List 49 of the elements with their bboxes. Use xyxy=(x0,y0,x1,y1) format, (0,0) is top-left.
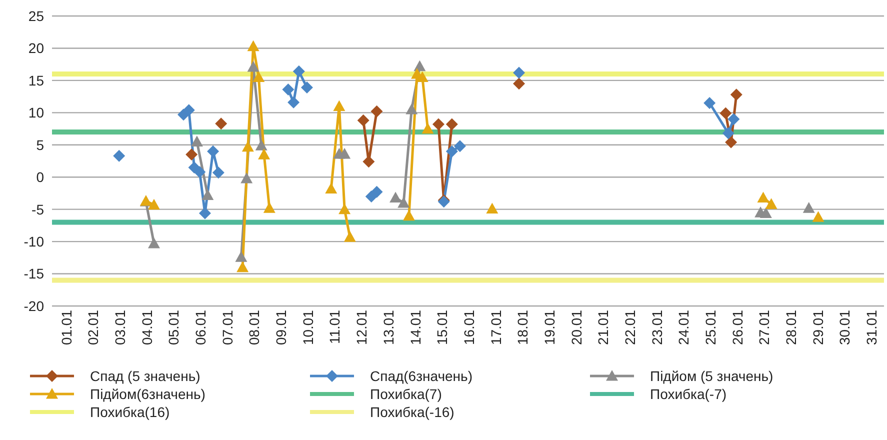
x-tick-label: 25.01 xyxy=(702,310,718,346)
legend-label: Підйом (5 значень) xyxy=(650,368,774,384)
x-tick-label: 24.01 xyxy=(676,310,692,346)
x-tick-label: 02.01 xyxy=(85,310,102,346)
y-tick-label: 25 xyxy=(28,8,44,24)
y-tick-label: -15 xyxy=(24,266,44,282)
y-tick-label: 20 xyxy=(28,40,44,56)
x-tick-label: 23.01 xyxy=(648,310,665,346)
x-tick-label: 07.01 xyxy=(219,310,236,346)
x-tick-label: 01.01 xyxy=(58,310,74,346)
y-tick-label: -20 xyxy=(24,298,44,314)
legend-label: Похибка(-16) xyxy=(370,404,454,420)
x-tick-label: 19.01 xyxy=(541,310,558,346)
y-tick-label: 10 xyxy=(28,104,44,121)
x-tick-label: 06.01 xyxy=(192,310,209,346)
x-tick-label: 18.01 xyxy=(514,310,531,346)
legend-label: Спад(6значень) xyxy=(370,368,472,384)
legend-label: Похибка(-7) xyxy=(650,386,727,402)
x-tick-label: 21.01 xyxy=(595,310,612,346)
y-tick-label: 0 xyxy=(36,169,44,186)
x-tick-label: 04.01 xyxy=(138,310,155,346)
x-tick-label: 28.01 xyxy=(783,310,800,346)
legend-label: Похибка(7) xyxy=(370,386,442,402)
x-tick-label: 08.01 xyxy=(246,310,262,346)
x-tick-label: 30.01 xyxy=(836,310,853,346)
legend-label: Спад (5 значень) xyxy=(90,368,200,384)
legend-label: Похибка(16) xyxy=(90,404,170,420)
legend-label: Підйом(6значень) xyxy=(90,386,206,402)
x-tick-label: 03.01 xyxy=(112,310,128,346)
x-tick-label: 14.01 xyxy=(407,310,424,346)
x-tick-label: 29.01 xyxy=(810,310,826,346)
x-tick-label: 31.01 xyxy=(864,310,880,346)
x-tick-label: 26.01 xyxy=(729,310,746,346)
x-tick-label: 09.01 xyxy=(273,310,290,346)
x-tick-label: 15.01 xyxy=(434,310,450,346)
x-tick-label: 11.01 xyxy=(326,310,343,344)
x-tick-label: 22.01 xyxy=(622,310,638,346)
x-tick-label: 17.01 xyxy=(488,310,504,346)
x-tick-label: 05.01 xyxy=(166,310,182,346)
y-tick-label: 5 xyxy=(36,136,44,153)
y-tick-label: 15 xyxy=(28,72,44,88)
x-tick-label: 16.01 xyxy=(460,310,477,346)
x-tick-label: 20.01 xyxy=(568,310,584,346)
y-tick-label: -5 xyxy=(32,201,44,218)
x-tick-label: 13.01 xyxy=(380,310,396,346)
x-tick-label: 27.01 xyxy=(756,310,772,346)
x-tick-label: 12.01 xyxy=(354,310,370,346)
y-tick-label: -10 xyxy=(24,234,44,250)
x-tick-label: 10.01 xyxy=(300,310,316,346)
